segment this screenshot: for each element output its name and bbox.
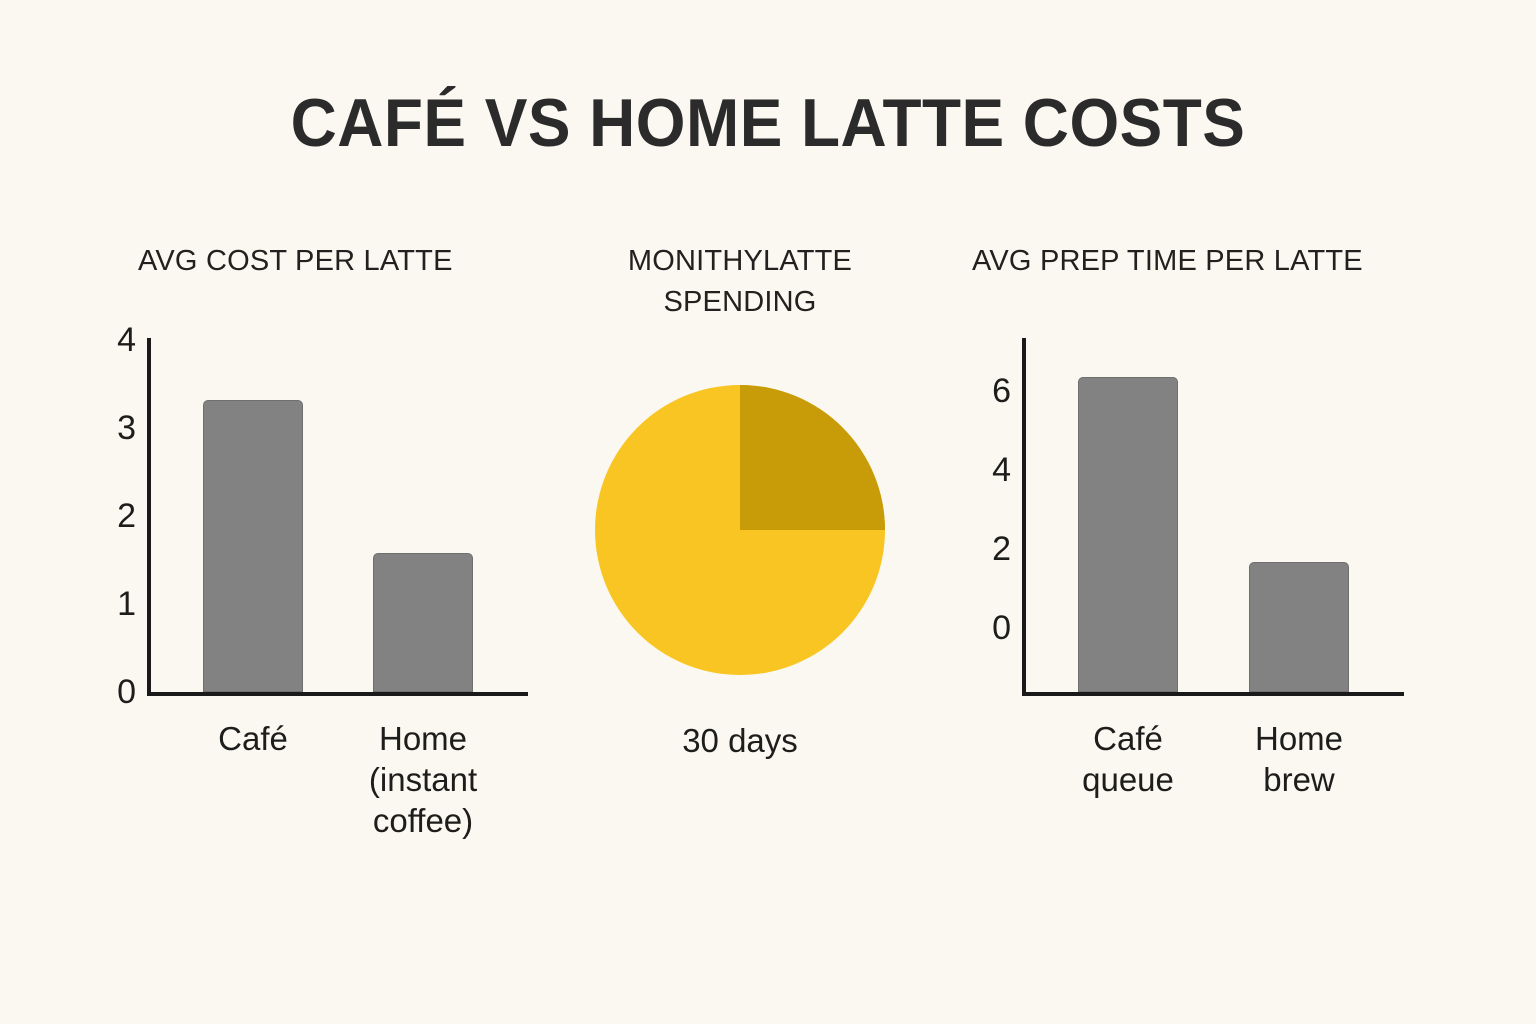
left-chart-ytick-1: 1 — [117, 585, 136, 623]
avg-prep-time-per-latte-chart: 0 2 4 6 Café queue Home brew — [992, 338, 1404, 800]
right-chart-ytick-6: 6 — [992, 372, 1011, 410]
bar-home-brew-time — [1249, 562, 1349, 692]
bar-home-cost — [373, 553, 473, 692]
monthly-latte-spending-pie — [595, 385, 885, 675]
bar-cafe-queue-time — [1078, 377, 1178, 692]
right-chart-category-home-brew: Home brew — [1219, 718, 1379, 800]
right-cat-cafe-line2: queue — [1082, 761, 1174, 798]
middle-chart-title-line2: SPENDING — [663, 286, 817, 318]
left-chart-title: AVG COST PER LATTE — [138, 245, 453, 277]
middle-chart-title-line1: MONITHYLATTE — [627, 245, 853, 277]
left-chart-ytick-4: 4 — [117, 321, 136, 359]
right-cat-cafe-line1: Café — [1093, 720, 1163, 757]
left-chart-ytick-0: 0 — [117, 673, 136, 711]
right-chart-ytick-2: 2 — [992, 530, 1011, 568]
right-chart-category-cafe-queue: Café queue — [1048, 718, 1208, 800]
left-cat-home-line3: coffee) — [372, 802, 474, 839]
right-cat-home-line1: Home — [1254, 720, 1344, 757]
right-cat-home-line2: brew — [1263, 761, 1335, 798]
left-cat-home-line1: Home — [378, 720, 468, 757]
right-chart-x-axis — [1022, 692, 1404, 696]
left-chart-x-axis — [147, 692, 528, 696]
right-chart-y-axis — [1022, 338, 1026, 696]
left-chart-y-axis — [147, 338, 151, 696]
left-chart-ytick-3: 3 — [117, 409, 136, 447]
page-title: CAFÉ VS HOME LATTE COSTS — [290, 85, 1246, 161]
pie-slice-minor — [740, 385, 885, 530]
pie-caption: 30 days — [682, 722, 798, 759]
right-chart-ytick-0: 0 — [992, 609, 1011, 647]
pie-svg — [595, 385, 885, 675]
middle-chart-title: MONITHYLATTE SPENDING — [560, 241, 920, 323]
avg-cost-per-latte-chart: 0 1 2 3 4 Café Home (instant coffee) — [0, 0, 600, 860]
left-chart-category-cafe: Café — [173, 718, 333, 759]
left-cat-home-line2: (instant — [368, 761, 478, 798]
left-chart-category-home: Home (instant coffee) — [343, 718, 503, 841]
left-chart-ytick-2: 2 — [117, 497, 136, 535]
left-cat-cafe-line1: Café — [218, 720, 288, 757]
bar-cafe-cost — [203, 400, 303, 692]
right-chart-title: AVG PREP TIME PER LATTE — [972, 245, 1363, 277]
right-chart-ytick-4: 4 — [992, 451, 1011, 489]
